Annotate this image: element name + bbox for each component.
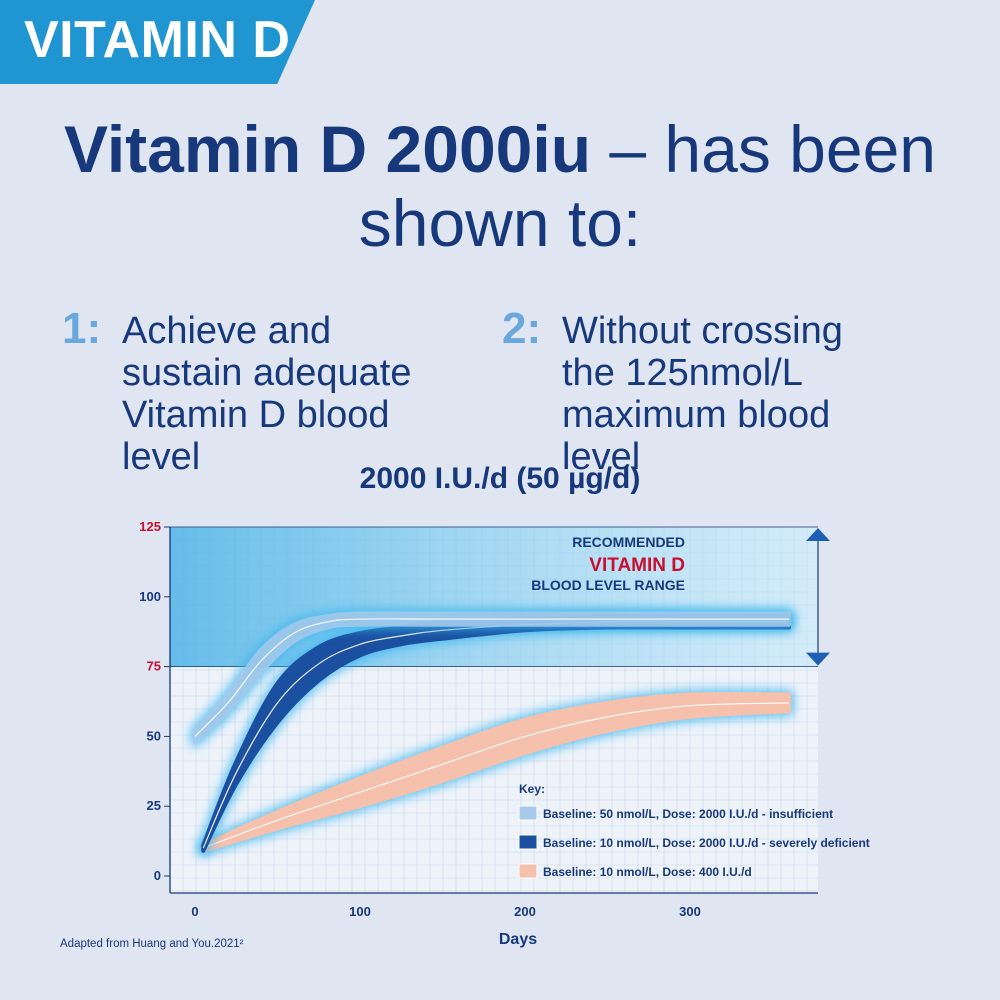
range-arrow-down-icon [806, 652, 830, 666]
range-labels: RECOMMENDED VITAMIN D BLOOD LEVEL RANGE [531, 534, 685, 593]
x-axis-label: Days [499, 931, 537, 948]
key-swatch [518, 863, 538, 879]
key-title: Key: [519, 782, 545, 796]
axes: 0 25 50 75 100 125 0 100 200 300 [139, 519, 818, 919]
key-label: Baseline: 10 nmol/L, Dose: 400 I.U./d [543, 865, 752, 879]
key-swatch [518, 805, 538, 821]
point-text: Achieve and sustain adequate Vitamin D b… [122, 310, 412, 478]
point-text: Without crossing the 125nmol/L maximum b… [562, 310, 843, 478]
y-tick-label: 100 [139, 589, 161, 604]
category-badge: VITAMIN D [0, 0, 315, 84]
headline-bold: Vitamin D 2000iu [64, 112, 592, 186]
series-mean-line [194, 618, 789, 737]
x-tick-label: 200 [514, 904, 536, 919]
y-tick-label: 125 [139, 519, 161, 534]
x-tick-label: 0 [191, 904, 198, 919]
series-mean-line [203, 702, 790, 849]
x-tick-label: 100 [349, 904, 371, 919]
series-1 [190, 608, 794, 747]
badge-label: VITAMIN D [24, 11, 291, 69]
key-label: Baseline: 50 nmol/L, Dose: 2000 I.U./d -… [543, 807, 833, 821]
headline: Vitamin D 2000iu – has been shown to: [0, 112, 1000, 260]
series-3 [198, 688, 794, 856]
chart-key: Key: Baseline: 50 nmol/L, Dose: 2000 I.U… [518, 782, 870, 879]
range-label-line3: BLOOD LEVEL RANGE [531, 577, 685, 593]
point-number: 2: [502, 304, 542, 353]
y-tick-label: 0 [154, 868, 161, 883]
range-label-line2: VITAMIN D [589, 555, 685, 576]
series-band [193, 611, 791, 744]
y-tick-label: 75 [147, 659, 161, 674]
source-credit: Adapted from Huang and You.2021² [60, 938, 244, 950]
headline-rest: – has been [591, 112, 936, 186]
point-number: 1: [62, 304, 102, 353]
series-layer [190, 608, 794, 856]
headline-line2: shown to: [358, 186, 642, 260]
y-tick-label: 25 [147, 798, 161, 813]
chart-title: 2000 I.U./d (50 µg/d) [359, 462, 641, 495]
x-tick-label: 300 [679, 904, 701, 919]
range-label-line1: RECOMMENDED [572, 534, 685, 550]
key-label: Baseline: 10 nmol/L, Dose: 2000 I.U./d -… [543, 836, 870, 850]
key-swatch [518, 834, 538, 850]
range-arrow-up-icon [806, 528, 830, 541]
y-tick-label: 50 [147, 728, 161, 743]
